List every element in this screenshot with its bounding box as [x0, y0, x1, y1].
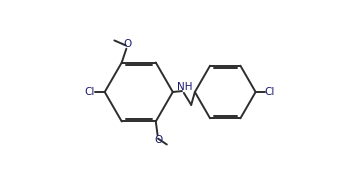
Text: Cl: Cl	[84, 87, 95, 97]
Text: NH: NH	[177, 82, 192, 92]
Text: O: O	[123, 39, 131, 49]
Text: Cl: Cl	[264, 87, 274, 97]
Text: O: O	[154, 135, 163, 145]
